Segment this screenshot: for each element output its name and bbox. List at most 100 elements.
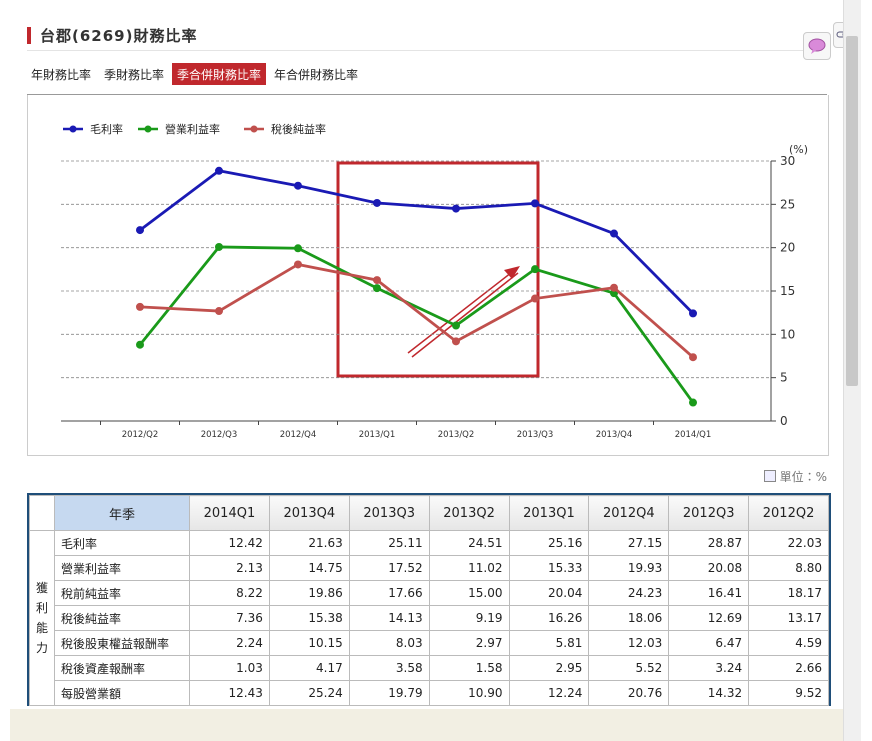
cell-value: 9.52 (748, 680, 829, 706)
legend-label: 營業利益率 (165, 122, 220, 136)
footer-band (10, 709, 843, 741)
data-point (452, 337, 460, 346)
cell-value: 3.58 (348, 655, 430, 681)
cell-value: 14.32 (668, 680, 750, 706)
cell-value: 4.59 (748, 630, 829, 656)
cell-value: 2.97 (428, 630, 510, 656)
cell-value: 12.42 (189, 530, 270, 556)
data-point (689, 398, 697, 407)
y-tick-label: 5 (780, 371, 788, 385)
cell-value: 15.00 (428, 580, 510, 606)
column-header: 2012Q2 (748, 495, 829, 531)
x-tick-label: 2013/Q3 (517, 430, 554, 440)
cell-value: 2.95 (508, 655, 590, 681)
cell-value: 14.13 (348, 605, 430, 631)
cell-value: 24.51 (428, 530, 510, 556)
table-row: 稅後股東權益報酬率 2.24 10.15 8.03 2.97 5.81 12.03 6.47 4… (30, 630, 829, 656)
data-point (136, 340, 144, 349)
cell-value: 13.17 (748, 605, 829, 631)
title-bar: 台郡(6269)財務比率 (27, 24, 827, 51)
series-line (138, 245, 695, 404)
y-tick-label: 25 (780, 197, 795, 211)
tab[interactable]: 年財務比率 (31, 68, 92, 82)
legend-dot (69, 125, 77, 133)
column-header: 2012Q4 (588, 495, 670, 531)
data-point (689, 309, 697, 318)
scroll-thumb[interactable] (846, 36, 858, 386)
cell-value: 8.22 (189, 580, 270, 606)
cell-value: 8.80 (748, 555, 829, 581)
cell-value: 15.33 (508, 555, 590, 581)
divider (27, 94, 827, 95)
tab[interactable]: 季財務比率 (104, 68, 165, 82)
cell-value: 12.03 (588, 630, 670, 656)
cell-value: 8.03 (348, 630, 430, 656)
cell-value: 7.36 (189, 605, 270, 631)
row-label: 稅前純益率 (54, 580, 190, 606)
line-chart: 0 5 10 15 20 25 30(%) 2012/Q2 2012/Q3 2012/Q4 2013… (27, 95, 829, 456)
cell-value: 21.63 (268, 530, 350, 556)
column-header: 2013Q4 (268, 495, 350, 531)
legend-label: 稅後純益率 (271, 122, 326, 136)
cell-value: 25.24 (268, 680, 350, 706)
scrollbar[interactable] (843, 0, 861, 741)
data-point (610, 283, 618, 292)
table-container: 年季 2014Q1 2013Q4 2013Q3 2013Q2 2013Q1 2012Q4 20… (27, 493, 831, 706)
data-point (689, 353, 697, 362)
cell-value: 10.90 (428, 680, 510, 706)
cell-value: 9.19 (428, 605, 510, 631)
annotation-arrow (411, 272, 519, 358)
y-tick-label: 10 (780, 327, 795, 341)
tab[interactable]: 年合併財務比率 (274, 68, 359, 82)
x-tick-label: 2014/Q1 (675, 430, 712, 440)
header-row: 年季 2014Q1 2013Q4 2013Q3 2013Q2 2013Q1 2012Q4 20… (29, 495, 829, 531)
data-point (373, 276, 381, 285)
series-line (139, 263, 694, 359)
cell-value: 5.52 (588, 655, 670, 681)
cell-value: 12.24 (508, 680, 590, 706)
data-point (294, 260, 302, 269)
cell-value: 28.87 (668, 530, 750, 556)
row-label: 營業利益率 (54, 555, 190, 581)
cell-value: 22.03 (748, 530, 829, 556)
group-header (29, 495, 55, 531)
cell-value: 18.17 (748, 580, 829, 606)
arrow-head (504, 266, 520, 279)
cell-value: 2.66 (748, 655, 829, 681)
group-label: 獲利能力 (29, 530, 55, 706)
y-unit: (%) (789, 143, 808, 156)
data-point (373, 284, 381, 293)
cell-value: 24.23 (588, 580, 670, 606)
column-header: 2013Q2 (428, 495, 510, 531)
table-row: 每股營業額 12.43 25.24 19.79 10.90 12.24 20.76 14.32… (30, 680, 829, 706)
cell-value: 18.06 (588, 605, 670, 631)
cell-value: 17.66 (348, 580, 430, 606)
tab-bar: 年財務比率 季財務比率 季合併財務比率 年合併財務比率 (26, 63, 366, 85)
cell-value: 16.41 (668, 580, 750, 606)
data-point (136, 226, 144, 235)
comment-icon[interactable] (803, 32, 831, 60)
page-title: 台郡(6269)財務比率 (40, 27, 198, 45)
cell-value: 1.03 (189, 655, 270, 681)
x-tick-label: 2012/Q3 (201, 430, 238, 440)
legend-dot (144, 125, 152, 133)
x-tick-label: 2012/Q2 (122, 430, 159, 440)
tab[interactable]: 季合併財務比率 (172, 63, 267, 85)
data-point (452, 204, 460, 213)
cell-value: 12.43 (189, 680, 270, 706)
data-point (215, 166, 223, 175)
cell-value: 19.93 (588, 555, 670, 581)
legend-dot (250, 125, 258, 133)
cell-value: 14.75 (268, 555, 350, 581)
row-label: 稅後純益率 (54, 605, 190, 631)
calendar-icon (763, 470, 776, 482)
x-tick-label: 2013/Q4 (596, 430, 633, 440)
ratio-table: 年季 2014Q1 2013Q4 2013Q3 2013Q2 2013Q1 2012Q4 20… (29, 495, 829, 706)
column-header: 2014Q1 (189, 495, 270, 531)
legend-label: 毛利率 (90, 122, 123, 136)
cell-value: 20.04 (508, 580, 590, 606)
cell-value: 3.24 (668, 655, 750, 681)
data-point (531, 294, 539, 303)
cell-value: 25.16 (508, 530, 590, 556)
